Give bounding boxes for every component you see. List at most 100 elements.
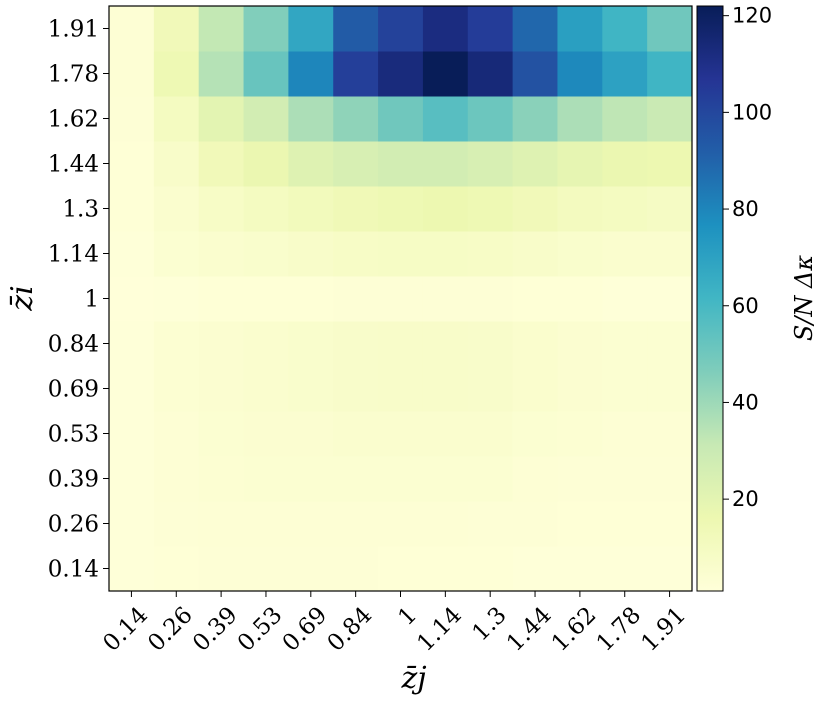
heatmap-cell [422,546,469,592]
heatmap-cell [109,456,155,502]
heatmap-cell [467,96,514,142]
heatmap-cell [198,51,245,97]
heatmap-cell [557,231,603,277]
heatmap-cell [602,321,648,367]
colorbar-tick-label: 80 [732,197,759,221]
heatmap-cell [153,6,200,52]
heatmap-cell [153,456,200,502]
heatmap-cell [647,51,693,97]
y-tick-label: 0.14 [48,557,99,583]
heatmap-cell [243,6,289,52]
heatmap-cell [109,546,155,592]
heatmap-cell [557,366,603,412]
heatmap-cell [198,546,245,592]
heatmap-cell [109,51,155,97]
heatmap-cell [422,231,469,277]
y-tick-label: 0.26 [48,512,99,538]
heatmap-cell [512,456,558,502]
heatmap-cell [602,231,648,277]
heatmap-cell [288,501,334,547]
heatmap-cell [109,186,155,232]
heatmap-cell [512,51,558,97]
heatmap-cell [467,456,514,502]
heatmap-cell [333,546,379,592]
heatmap-cell [467,51,514,97]
heatmap-cell [647,501,693,547]
heatmap-cell [243,501,289,547]
heatmap-cell [378,456,424,502]
colorbar-tick-label: 60 [732,294,759,318]
heatmap-cell [153,186,200,232]
heatmap-cell [647,6,693,52]
heatmap-cell [422,411,469,457]
heatmap-cell [378,366,424,412]
heatmap-cell [512,501,558,547]
y-tick-label: 0.69 [48,377,99,403]
heatmap-cell [288,411,334,457]
heatmap-cell [198,231,245,277]
heatmap-cell [333,231,379,277]
heatmap-cell [109,276,155,322]
heatmap-cell [288,186,334,232]
heatmap-cell [109,141,155,187]
heatmap-cell [243,411,289,457]
heatmap-cell [467,411,514,457]
heatmap-cell [288,51,334,97]
heatmap-cell [557,456,603,502]
x-tick-label: 0.14 [98,602,153,657]
heatmap-cell [288,6,334,52]
x-tick-label: 0.39 [188,602,243,657]
x-tick-label: 1.78 [592,602,647,657]
heatmap-cell [422,141,469,187]
heatmap-cell [512,276,558,322]
heatmap-cell [512,141,558,187]
heatmap-cell [288,96,334,142]
heatmap-cell [109,411,155,457]
heatmap-cell [333,186,379,232]
y-tick-label: 1.78 [48,62,99,88]
heatmap-cell [512,411,558,457]
colorbar-title: S/N Δκ [790,255,818,341]
heatmap-cell [333,366,379,412]
heatmap-cell [378,96,424,142]
heatmap-cell [333,501,379,547]
heatmap-cell [333,96,379,142]
heatmap-cell [602,366,648,412]
heatmap-cell [422,6,469,52]
heatmap-cell [647,141,693,187]
heatmap-cell [243,186,289,232]
heatmap-cell [333,456,379,502]
heatmap-cell [602,411,648,457]
y-tick-label: 1.14 [48,242,99,268]
y-tick-label: 1.91 [48,17,99,43]
heatmap-cell [378,321,424,367]
heatmap-cell [153,231,200,277]
heatmap-cell [153,546,200,592]
heatmap-cell [512,546,558,592]
heatmap-cell [602,51,648,97]
heatmap-cell [602,501,648,547]
heatmap-cell [288,366,334,412]
heatmap-cell [422,321,469,367]
y-tick-label: 1.3 [62,197,99,223]
heatmap-cell [557,96,603,142]
heatmap-cell [422,51,469,97]
heatmap-cell [557,51,603,97]
heatmap-cell [602,6,648,52]
heatmap-cell [288,546,334,592]
x-tick-label: 1.91 [637,602,692,657]
heatmap-cell [467,321,514,367]
heatmap-cell [512,321,558,367]
colorbar [696,5,724,592]
heatmap-cell [153,501,200,547]
heatmap-cell [198,186,245,232]
y-axis-title: z̄i [5,285,40,311]
y-tick-label: 0.39 [48,467,99,493]
heatmap-cell [557,501,603,547]
heatmap-cell [647,411,693,457]
heatmap-cell [467,231,514,277]
heatmap-cell [422,501,469,547]
heatmap-cell [378,276,424,322]
heatmap-cell [378,231,424,277]
colorbar-tick-label: 100 [732,100,772,124]
